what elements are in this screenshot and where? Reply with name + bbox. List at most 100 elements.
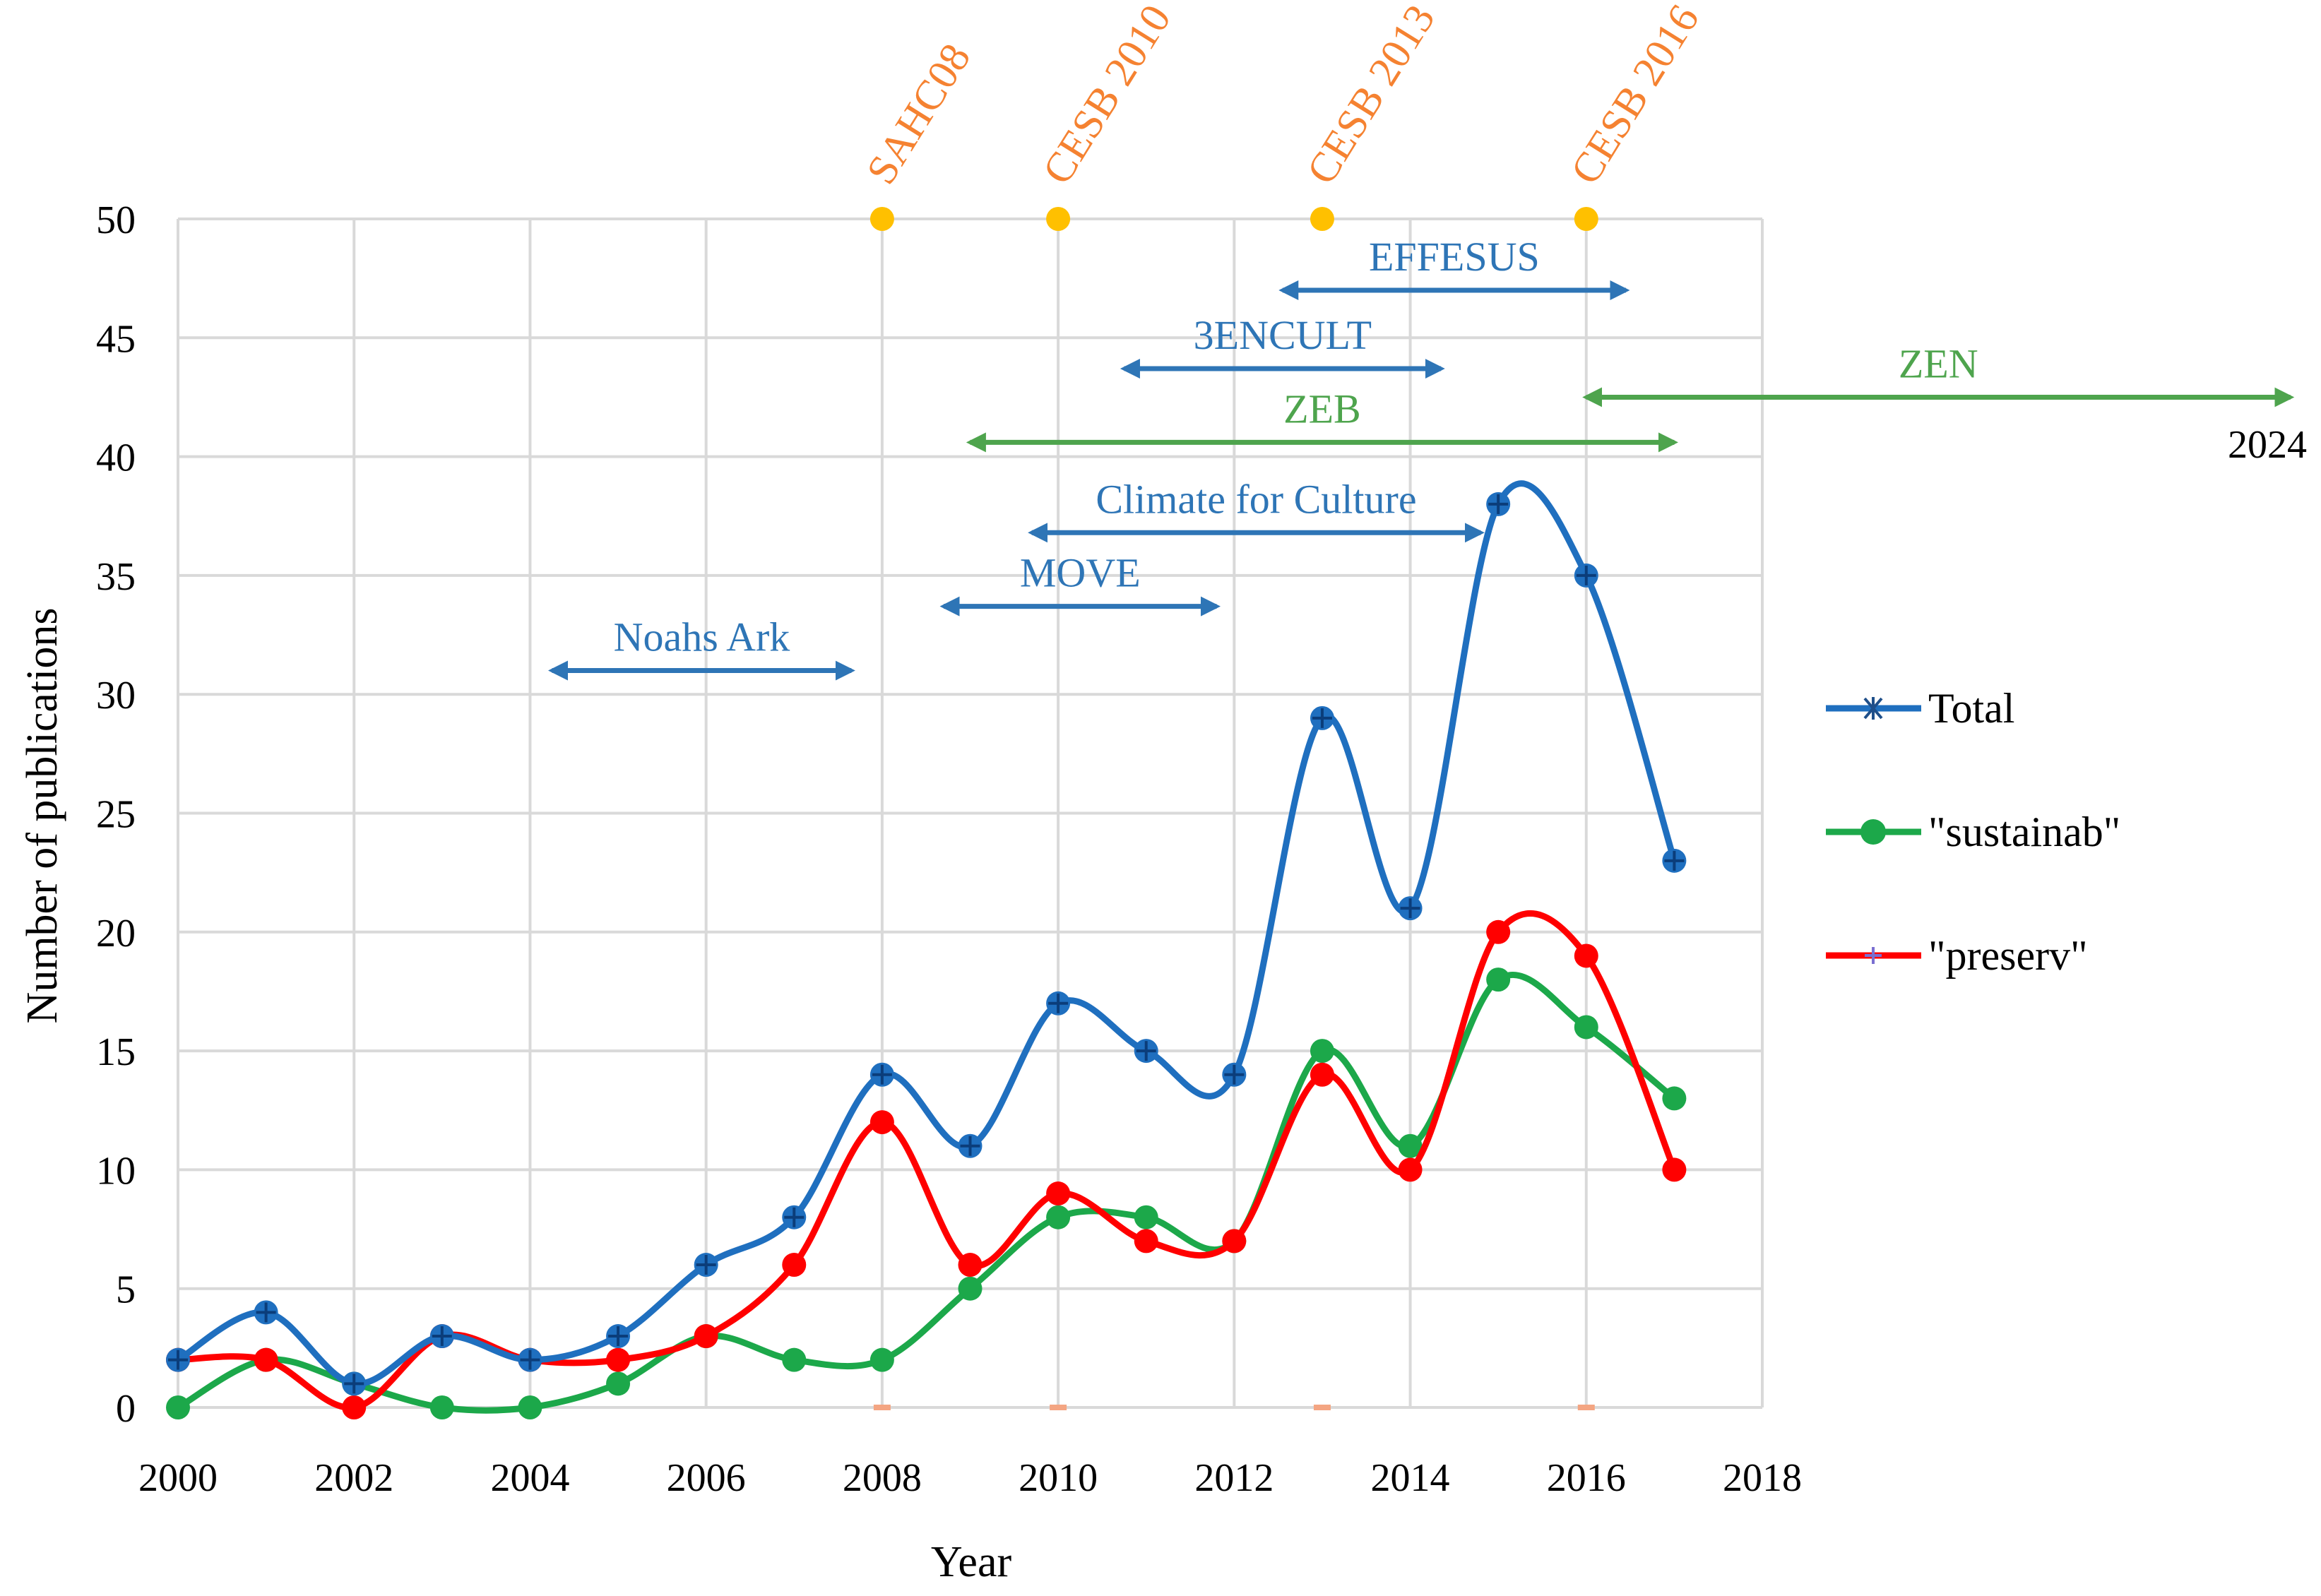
project-label: 3ENCULT [1194, 312, 1372, 358]
data-point [1398, 1157, 1423, 1182]
conference-marker [1310, 207, 1334, 231]
project-label: ZEB [1283, 386, 1361, 431]
data-point [518, 1395, 542, 1419]
series-total [166, 480, 1687, 1396]
conference-label: CESB 2016 [1562, 0, 1708, 192]
y-tick-label: 45 [96, 317, 136, 361]
data-point-marker [960, 1136, 980, 1156]
y-tick-label: 40 [96, 436, 136, 480]
data-point [958, 1253, 983, 1278]
data-point [1134, 1229, 1158, 1253]
data-point [1310, 1039, 1334, 1064]
data-point [1310, 1062, 1334, 1087]
conference-baseline-tick [873, 1405, 891, 1410]
data-point-marker [344, 1374, 364, 1394]
data-point [1486, 967, 1511, 992]
legend: Total "sustainab" "preserv" [1826, 685, 2120, 979]
x-tick-label: 2008 [843, 1456, 922, 1500]
y-tick-label: 20 [96, 912, 136, 955]
project-label: ZEN [1899, 340, 1978, 386]
x-tick-label: 2000 [138, 1456, 218, 1500]
data-point-marker [872, 1064, 892, 1085]
y-tick-label: 10 [96, 1149, 136, 1193]
data-point-marker [1136, 1041, 1156, 1061]
x-tick-label: 2018 [1723, 1456, 1802, 1500]
x-tick-label: 2012 [1194, 1456, 1274, 1500]
x-axis-title: Year [931, 1538, 1012, 1586]
data-point-marker [256, 1302, 276, 1323]
gridlines [177, 218, 1764, 1409]
data-series [166, 480, 1687, 1419]
data-point [782, 1253, 807, 1278]
conference-baseline-tick [1313, 1405, 1331, 1410]
conference-label: SAHC08 [857, 35, 980, 192]
legend-label: Total [1928, 685, 2014, 732]
conference-marker [1574, 207, 1598, 231]
data-point [1398, 1133, 1423, 1158]
data-point [958, 1276, 983, 1301]
data-point [166, 1395, 190, 1419]
data-point [1574, 1015, 1598, 1040]
data-point [1222, 1229, 1247, 1253]
y-tick-label: 35 [96, 555, 136, 599]
series-line [174, 910, 1678, 1411]
conference-baseline-tick [1577, 1405, 1595, 1410]
legend-label: "sustainab" [1928, 809, 2120, 855]
data-point [606, 1371, 631, 1396]
data-point-marker [1576, 565, 1596, 585]
legend-label: "preserv" [1928, 932, 2088, 979]
y-axis-title: Number of publications [18, 608, 66, 1024]
project-label: Noahs Ark [614, 614, 790, 660]
data-point [1574, 943, 1598, 968]
conference-marker [869, 207, 894, 231]
conference-markers: SAHC08 CESB 2010 CESB 2013 CESB 2016 [857, 0, 1708, 1410]
project-label: MOVE [1020, 550, 1141, 596]
legend-marker [1865, 947, 1882, 964]
data-point-marker [1224, 1064, 1245, 1085]
data-point-marker [1664, 850, 1685, 871]
legend-marker [1860, 819, 1886, 845]
y-tick-label: 5 [116, 1268, 136, 1312]
legend-marker [1863, 697, 1883, 720]
annotation-2024: 2024 [2228, 423, 2307, 467]
x-tick-label: 2014 [1371, 1456, 1450, 1500]
data-point [782, 1347, 807, 1372]
conference-marker [1046, 207, 1071, 231]
conference-baseline-tick [1050, 1405, 1067, 1410]
data-point [429, 1395, 454, 1419]
project-label: Climate for Culture [1096, 476, 1416, 522]
x-tick-label: 2006 [667, 1456, 746, 1500]
y-tick-label: 0 [116, 1387, 136, 1431]
data-point-marker [1400, 898, 1420, 919]
data-point [1486, 919, 1511, 944]
data-point-marker [432, 1326, 452, 1347]
data-point [342, 1395, 367, 1419]
data-point-marker [520, 1350, 540, 1370]
project-arrows: EFFESUS 3ENCULT ZEN ZEB Climate for Culture M… [547, 234, 2295, 681]
x-tick-label: 2004 [490, 1456, 569, 1500]
y-tick-label: 50 [96, 198, 136, 242]
data-point [1662, 1157, 1687, 1182]
x-tick-label: 2010 [1019, 1456, 1098, 1500]
conference-label: CESB 2013 [1298, 0, 1444, 192]
y-tick-label: 30 [96, 674, 136, 717]
data-point [1046, 1205, 1071, 1229]
axes: 0 5 10 15 20 25 30 35 40 45 50 2000 2002 2004 2006 2008… [96, 198, 1802, 1500]
data-point [1134, 1205, 1158, 1229]
data-point [606, 1347, 631, 1372]
data-point-marker [1488, 494, 1509, 514]
project-label: EFFESUS [1369, 234, 1540, 280]
data-point [1046, 1181, 1071, 1206]
data-point-marker [1312, 708, 1332, 728]
data-point-marker [784, 1207, 805, 1227]
data-point [254, 1347, 278, 1372]
y-tick-label: 25 [96, 793, 136, 837]
data-point-marker [696, 1255, 716, 1275]
data-point [869, 1110, 894, 1135]
data-point-marker [608, 1326, 629, 1347]
data-point-marker [168, 1350, 188, 1370]
x-tick-label: 2016 [1547, 1456, 1626, 1500]
x-tick-label: 2002 [314, 1456, 393, 1500]
y-tick-label: 15 [96, 1030, 136, 1074]
